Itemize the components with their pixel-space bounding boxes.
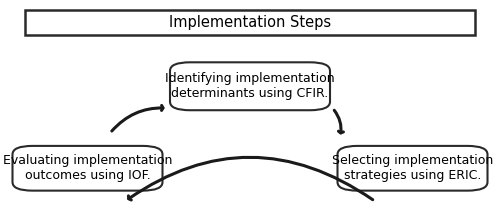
FancyBboxPatch shape [338, 146, 488, 191]
FancyBboxPatch shape [25, 10, 475, 35]
Text: Identifying implementation
determinants using CFIR.: Identifying implementation determinants … [165, 72, 335, 100]
Text: Implementation Steps: Implementation Steps [169, 15, 331, 30]
FancyBboxPatch shape [12, 146, 162, 191]
FancyBboxPatch shape [170, 62, 330, 110]
Text: Evaluating implementation
outcomes using IOF.: Evaluating implementation outcomes using… [3, 154, 172, 182]
Text: Selecting implementation
strategies using ERIC.: Selecting implementation strategies usin… [332, 154, 493, 182]
